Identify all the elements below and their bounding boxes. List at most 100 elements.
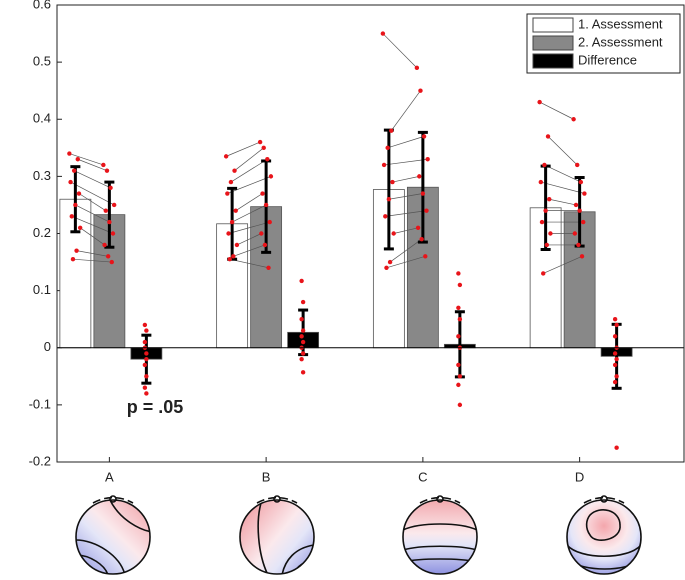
data-point xyxy=(577,208,582,213)
data-point xyxy=(104,168,110,173)
data-point xyxy=(299,356,304,362)
topomap xyxy=(75,495,642,575)
data-point xyxy=(142,362,148,368)
data-point xyxy=(542,162,547,168)
y-tick-label: 0.4 xyxy=(33,111,51,126)
pair-line xyxy=(539,101,574,120)
pair-line xyxy=(233,244,266,257)
data-point xyxy=(111,202,117,208)
data-point xyxy=(257,139,263,145)
data-point xyxy=(421,134,427,139)
data-point xyxy=(614,356,619,362)
data-point xyxy=(548,231,553,236)
y-tick-label: 0.1 xyxy=(33,282,51,297)
legend-label: Difference xyxy=(578,52,637,67)
data-point xyxy=(300,370,306,375)
data-point xyxy=(75,157,80,162)
data-point xyxy=(612,334,618,339)
data-point xyxy=(385,145,390,151)
data-point xyxy=(69,214,74,219)
data-point xyxy=(225,191,230,196)
x-tick-label: B xyxy=(262,469,271,484)
pair-line xyxy=(392,176,420,183)
data-point xyxy=(578,179,584,185)
data-point xyxy=(543,208,548,213)
pair-line xyxy=(76,250,109,257)
data-point xyxy=(107,219,112,225)
y-tick-label: 0.3 xyxy=(33,168,51,183)
pair-line xyxy=(79,227,105,246)
data-point xyxy=(544,242,550,248)
pair-line xyxy=(72,258,112,263)
data-point xyxy=(105,254,111,259)
data-point xyxy=(383,214,388,219)
x-tick-label: D xyxy=(575,469,584,484)
data-point xyxy=(67,151,72,156)
data-point xyxy=(265,157,270,162)
pair-line xyxy=(389,238,422,263)
legend-label: 1. Assessment xyxy=(578,16,663,31)
data-point xyxy=(144,391,149,396)
pair-line xyxy=(235,193,263,211)
legend-swatch xyxy=(532,53,574,69)
pair-line xyxy=(382,33,418,69)
data-point xyxy=(266,265,271,270)
pair-line xyxy=(540,181,585,194)
data-point xyxy=(612,379,618,385)
data-point xyxy=(423,254,428,259)
legend-swatch xyxy=(532,17,574,33)
pair-line xyxy=(390,90,421,131)
data-point xyxy=(456,382,461,388)
error-bar xyxy=(417,130,428,244)
data-point xyxy=(74,248,79,253)
y-tick-label: 0.5 xyxy=(33,54,51,69)
pair-line xyxy=(77,158,108,171)
data-point xyxy=(539,219,545,225)
data-point xyxy=(73,202,78,208)
data-point xyxy=(300,339,306,345)
data-point xyxy=(268,174,274,179)
x-tick-label: A xyxy=(105,469,114,484)
data-point xyxy=(456,305,461,310)
data-point xyxy=(300,351,306,356)
data-point xyxy=(227,257,232,262)
pair-line xyxy=(544,164,581,183)
data-point xyxy=(102,242,107,248)
data-point xyxy=(424,208,429,213)
data-point xyxy=(573,202,579,208)
pair-line xyxy=(387,136,425,149)
pair-line xyxy=(228,221,270,234)
data-point xyxy=(259,231,264,236)
data-point xyxy=(537,99,542,105)
data-point xyxy=(582,191,587,196)
data-point xyxy=(226,231,231,236)
y-tick-label: 0.2 xyxy=(33,225,51,240)
data-point xyxy=(103,208,108,213)
data-point xyxy=(380,31,386,36)
data-point xyxy=(457,316,463,322)
pair-line xyxy=(70,181,115,206)
pair-line xyxy=(78,193,106,211)
data-point xyxy=(108,185,113,190)
data-point xyxy=(581,219,586,225)
pair-line xyxy=(393,227,419,234)
plot-frame xyxy=(56,4,685,463)
data-point xyxy=(76,191,82,196)
data-point xyxy=(571,117,576,122)
legend-swatch xyxy=(532,35,574,51)
data-point xyxy=(538,179,544,185)
data-point xyxy=(576,242,581,248)
data-point xyxy=(142,339,148,345)
data-point xyxy=(614,445,619,450)
data-point xyxy=(144,374,149,379)
data-point xyxy=(612,316,618,322)
data-point xyxy=(418,88,423,93)
annotation: p = .05 xyxy=(127,397,184,417)
data-point xyxy=(541,271,546,276)
data-point xyxy=(456,334,461,339)
data-point xyxy=(545,134,551,139)
data-point xyxy=(232,168,237,173)
data-point xyxy=(384,265,389,270)
